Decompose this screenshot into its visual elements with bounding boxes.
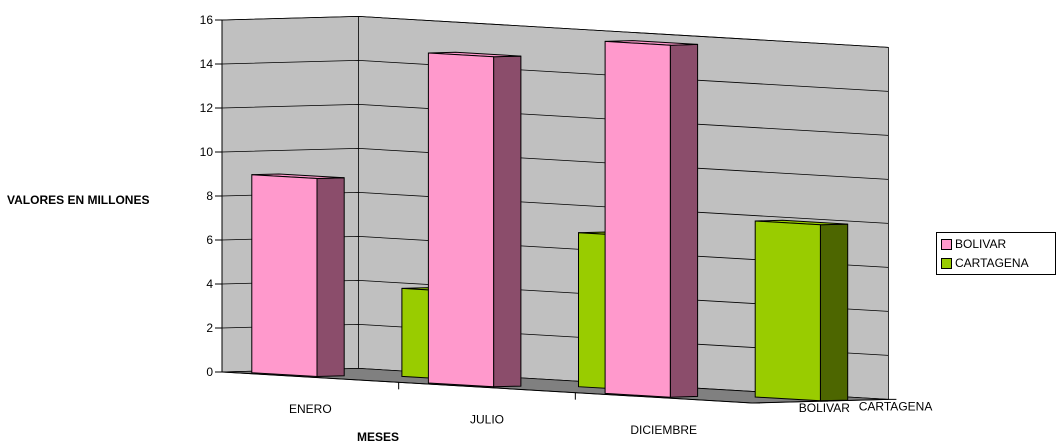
bar-bolivar-diciembre xyxy=(604,40,699,398)
legend-swatch-bolivar xyxy=(941,239,952,251)
bar-front xyxy=(604,40,671,398)
bar-side xyxy=(493,55,522,388)
bars-layer xyxy=(251,40,849,402)
legend-swatch-cartagena xyxy=(941,258,952,270)
y-tick-label: 4 xyxy=(206,277,213,291)
legend-label-bolivar: BOLIVAR xyxy=(955,237,1007,251)
bar-bolivar-julio xyxy=(427,51,522,388)
bar-front xyxy=(754,220,821,402)
y-axis-title: VALORES EN MILLONES xyxy=(7,193,149,207)
bar-bolivar-enero xyxy=(251,173,345,378)
y-tick-label: 6 xyxy=(206,233,213,247)
y-tick-label: 12 xyxy=(200,101,214,115)
legend: BOLIVAR CARTAGENA xyxy=(936,232,1056,275)
gridline xyxy=(221,59,889,92)
y-tick-label: 16 xyxy=(200,13,214,27)
legend-item-bolivar: BOLIVAR xyxy=(941,237,1006,251)
gridline xyxy=(221,147,889,180)
y-tick-label: 14 xyxy=(200,57,214,71)
bar-front xyxy=(251,174,318,378)
legend-label-cartagena: CARTAGENA xyxy=(955,256,1029,270)
y-tick-label: 10 xyxy=(200,145,214,159)
x-axis-line xyxy=(221,371,753,404)
depth-tick-label: BOLIVAR xyxy=(799,401,850,415)
axes-layer: 0 2 4 6 8 10 12 14 16 ENERO JULIO DICIEMBRE BOLIVAR C… xyxy=(200,13,933,437)
y-tick-label: 2 xyxy=(206,321,213,335)
x-tick-label: JULIO xyxy=(470,413,504,427)
x-tick-label: ENERO xyxy=(289,402,332,416)
legend-item-cartagena: CARTAGENA xyxy=(941,256,1029,270)
bar-front xyxy=(427,52,495,388)
gridline xyxy=(221,15,889,48)
bar-side xyxy=(316,177,345,378)
bar-side xyxy=(669,43,699,398)
bar-cartagena-diciembre xyxy=(754,219,849,402)
y-tick-label: 0 xyxy=(206,365,213,379)
bar-side xyxy=(819,223,849,402)
gridline xyxy=(221,103,889,136)
depth-tick-label: CARTAGENA xyxy=(859,400,933,414)
x-tick-label: DICIEMBRE xyxy=(630,423,697,437)
x-axis-title: MESES xyxy=(357,430,399,444)
y-tick-label: 8 xyxy=(206,189,213,203)
